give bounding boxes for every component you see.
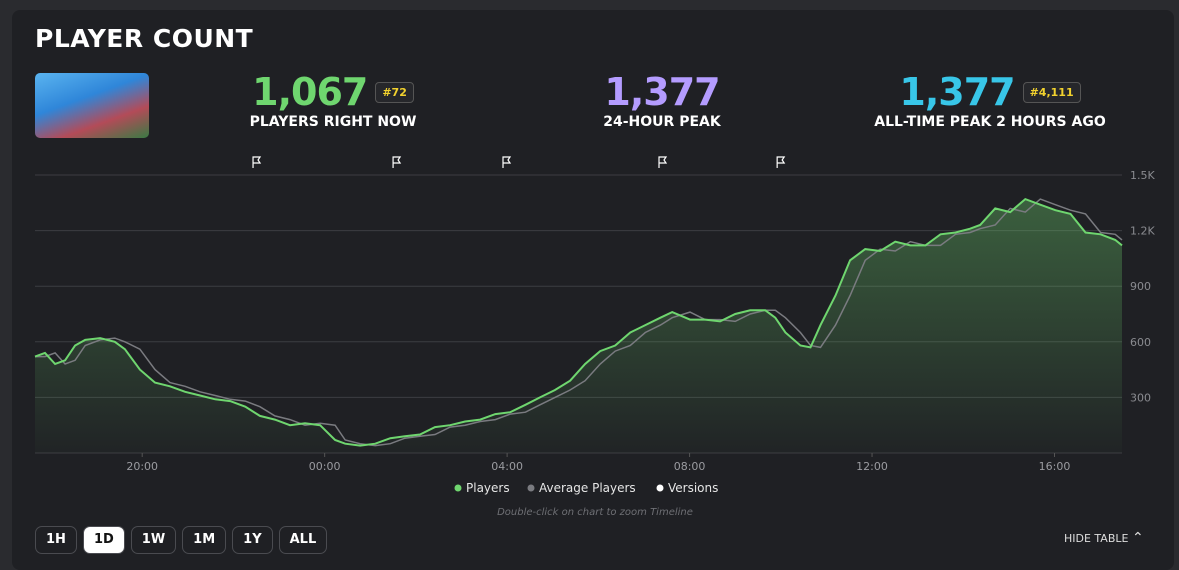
stat-label: 24-HOUR PEAK — [603, 114, 721, 130]
legend-marker — [527, 484, 535, 492]
y-tick-label: 900 — [1130, 280, 1151, 293]
range-button[interactable]: 1D — [82, 526, 125, 554]
chart: 300 600 900 1.2K 1.5K 20:00 00:00 04:00 08:00 12:… — [34, 156, 1155, 518]
stat-label: ALL-TIME PEAK 2 HOURS AGO — [874, 114, 1106, 130]
stat-row: 1,377 #4,111 — [840, 70, 1140, 114]
version-flag — [658, 156, 668, 168]
stat-row: 1,377 — [512, 70, 812, 114]
x-tick-label: 08:00 — [674, 460, 706, 473]
stat-value: 1,377 — [899, 70, 1015, 114]
players-area — [35, 199, 1122, 453]
x-tick-label: 04:00 — [491, 460, 523, 473]
range-button[interactable]: 1M — [182, 526, 227, 554]
legend-marker — [656, 484, 664, 492]
version-flag — [502, 156, 512, 168]
title: PLAYER COUNT — [35, 24, 254, 53]
legend-label: Versions — [668, 481, 718, 495]
stat: 1,377 #4,111 ALL-TIME PEAK 2 HOURS AGO — [840, 70, 1140, 130]
series-line — [35, 198, 1123, 447]
y-tick-label: 300 — [1130, 391, 1151, 404]
legend-marker — [454, 484, 462, 492]
stat-rank: #72 — [375, 81, 414, 103]
version-flag — [776, 156, 786, 168]
y-tick-label: 1.2K — [1130, 225, 1155, 238]
stat-row: 1,067 #72 — [183, 70, 483, 114]
legend-label: Players — [466, 481, 510, 495]
toggle-label[interactable]: HIDE TABLE — [1064, 532, 1129, 545]
page: {"title": "PLAYER COUNT", "stats": [ {"v… — [12, 10, 1174, 570]
stat-value: 1,067 — [252, 70, 368, 114]
x-tick-label: 16:00 — [1039, 460, 1071, 473]
hint: Double-click on chart to zoom Timeline — [497, 507, 693, 518]
y-tick-label: 600 — [1130, 336, 1151, 349]
stat: 1,067 #72 PLAYERS RIGHT NOW — [183, 70, 483, 130]
legend-label: Average Players — [539, 481, 636, 495]
x-tick-label: 00:00 — [309, 460, 341, 473]
version-flag — [252, 156, 262, 168]
range-buttons: 1H 1D 1W 1M 1Y ALL — [35, 526, 328, 554]
x-tick-label: 20:00 — [126, 460, 158, 473]
stat: 1,377 24-HOUR PEAK — [512, 70, 812, 130]
version-flag — [392, 156, 402, 168]
series-line — [34, 197, 1123, 447]
range-button[interactable]: 1W — [130, 526, 177, 554]
x-tick-label: 12:00 — [856, 460, 888, 473]
range-button[interactable]: 1H — [35, 526, 77, 554]
range-button[interactable]: ALL — [278, 526, 328, 554]
game-thumbnail — [35, 73, 149, 138]
hide-table-toggle[interactable]: HIDE TABLE ⌃ — [1064, 530, 1144, 546]
range-button[interactable]: 1Y — [232, 526, 273, 554]
y-tick-label: 1.5K — [1130, 169, 1155, 182]
stat-rank: #4,111 — [1022, 81, 1081, 103]
stat-value: 1,377 — [604, 70, 720, 114]
stat-label: PLAYERS RIGHT NOW — [249, 114, 417, 130]
